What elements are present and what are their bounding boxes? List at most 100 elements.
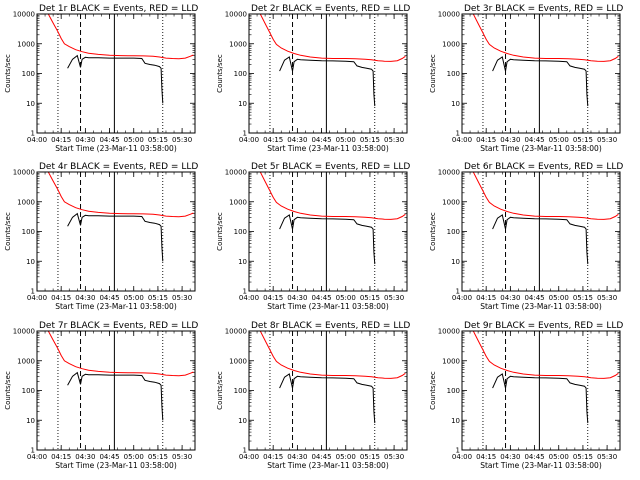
series-line-0: [47, 331, 194, 377]
x-tick-label: 04:45: [311, 136, 331, 144]
x-tick-label: 04:15: [263, 453, 283, 461]
series-line-0: [472, 331, 619, 379]
x-axis-label: Start Time (23-Mar-11 03:58:00): [55, 302, 177, 311]
x-tick-label: 04:00: [452, 136, 472, 144]
y-tick-label: 10: [26, 258, 35, 266]
series-line-1: [492, 373, 589, 424]
y-tick-label: 1: [243, 447, 247, 455]
y-tick-label: 100: [22, 70, 35, 78]
x-tick-label: 04:15: [51, 136, 71, 144]
chart-title: Det 2r BLACK = Events, RED = LLD: [251, 4, 410, 14]
chart-title: Det 8r BLACK = Events, RED = LLD: [251, 321, 410, 331]
plot-frame: [461, 171, 621, 292]
x-tick-label: 05:00: [336, 294, 356, 302]
plot-frame: [36, 171, 196, 292]
y-tick-label: 1: [456, 447, 460, 455]
x-tick-label: 04:00: [452, 294, 472, 302]
x-tick-label: 05:30: [172, 453, 192, 461]
x-tick-label: 04:30: [500, 294, 520, 302]
x-tick-label: 05:00: [336, 136, 356, 144]
y-tick-label: 1000: [442, 198, 460, 206]
y-tick-label: 100: [447, 228, 460, 236]
y-tick-label: 10000: [225, 169, 247, 177]
series-line-1: [279, 56, 376, 107]
y-tick-label: 100: [234, 228, 247, 236]
y-tick-label: 10: [238, 417, 247, 425]
x-axis-label: Start Time (23-Mar-11 03:58:00): [480, 302, 602, 311]
y-tick-label: 1000: [17, 198, 35, 206]
series-line-0: [47, 172, 194, 218]
x-tick-label: 05:15: [573, 136, 593, 144]
x-tick-label: 05:30: [384, 453, 404, 461]
plot-frame: [248, 13, 408, 134]
x-tick-label: 04:45: [99, 453, 119, 461]
x-axis-label: Start Time (23-Mar-11 03:58:00): [267, 302, 389, 311]
y-tick-label: 10: [238, 100, 247, 108]
y-tick-label: 10000: [438, 11, 460, 19]
y-tick-label: 10000: [438, 169, 460, 177]
chart-title: Det 9r BLACK = Events, RED = LLD: [464, 321, 623, 331]
x-tick-label: 04:15: [476, 453, 496, 461]
y-tick-label: 100: [234, 70, 247, 78]
x-tick-label: 04:15: [51, 453, 71, 461]
chart-title: Det 4r BLACK = Events, RED = LLD: [39, 162, 198, 172]
y-axis-label: Counts/sec: [4, 212, 12, 251]
plot-frame: [461, 330, 621, 451]
y-tick-label: 10: [451, 100, 460, 108]
plot-frame: [36, 13, 196, 134]
x-tick-label: 05:00: [124, 136, 144, 144]
series-line-1: [279, 373, 376, 424]
series-line-0: [259, 331, 406, 379]
x-tick-label: 05:15: [573, 453, 593, 461]
x-tick-label: 05:15: [360, 294, 380, 302]
series-line-1: [492, 214, 589, 265]
x-axis-label: Start Time (23-Mar-11 03:58:00): [480, 461, 602, 470]
x-tick-label: 04:15: [263, 294, 283, 302]
y-tick-label: 1000: [229, 40, 247, 48]
chart-title: Det 5r BLACK = Events, RED = LLD: [251, 162, 410, 172]
y-tick-label: 1: [243, 130, 247, 138]
x-tick-label: 05:15: [148, 453, 168, 461]
x-tick-label: 05:00: [549, 136, 569, 144]
series-line-0: [472, 14, 619, 62]
x-tick-label: 05:00: [124, 453, 144, 461]
y-tick-label: 1000: [17, 357, 35, 365]
y-tick-label: 1: [456, 288, 460, 296]
x-tick-label: 05:30: [384, 294, 404, 302]
y-tick-label: 100: [234, 387, 247, 395]
y-axis-label: Counts/sec: [429, 212, 437, 251]
y-tick-label: 1000: [442, 357, 460, 365]
x-tick-label: 05:30: [597, 453, 617, 461]
y-tick-label: 1000: [17, 40, 35, 48]
y-tick-label: 100: [22, 228, 35, 236]
series-line-0: [47, 14, 194, 60]
y-axis-label: Counts/sec: [216, 371, 224, 410]
x-axis-label: Start Time (23-Mar-11 03:58:00): [55, 144, 177, 153]
y-tick-label: 10000: [13, 169, 35, 177]
x-tick-label: 04:00: [452, 453, 472, 461]
x-tick-label: 04:45: [99, 136, 119, 144]
y-axis-label: Counts/sec: [216, 54, 224, 93]
x-tick-label: 04:15: [476, 294, 496, 302]
chart-title: Det 1r BLACK = Events, RED = LLD: [39, 4, 198, 14]
x-tick-label: 04:00: [27, 294, 47, 302]
y-tick-label: 10: [26, 417, 35, 425]
panel-8: Det 8r BLACK = Events, RED = LLD 1 10 100 10…: [216, 321, 410, 470]
x-tick-label: 05:15: [360, 453, 380, 461]
panel-1: Det 1r BLACK = Events, RED = LLD 1 10 100 10…: [4, 4, 198, 153]
y-tick-label: 10: [451, 417, 460, 425]
y-tick-label: 1: [243, 288, 247, 296]
x-tick-label: 04:15: [476, 136, 496, 144]
x-tick-label: 04:30: [287, 294, 307, 302]
y-tick-label: 10000: [13, 11, 35, 19]
series-line-1: [67, 212, 164, 262]
y-axis-label: Counts/sec: [216, 212, 224, 251]
x-tick-label: 05:15: [148, 294, 168, 302]
x-tick-label: 05:00: [336, 453, 356, 461]
x-tick-label: 05:30: [172, 136, 192, 144]
x-tick-label: 05:30: [172, 294, 192, 302]
x-axis-label: Start Time (23-Mar-11 03:58:00): [480, 144, 602, 153]
x-tick-label: 04:45: [99, 294, 119, 302]
x-tick-label: 05:15: [148, 136, 168, 144]
series-line-0: [259, 14, 406, 62]
